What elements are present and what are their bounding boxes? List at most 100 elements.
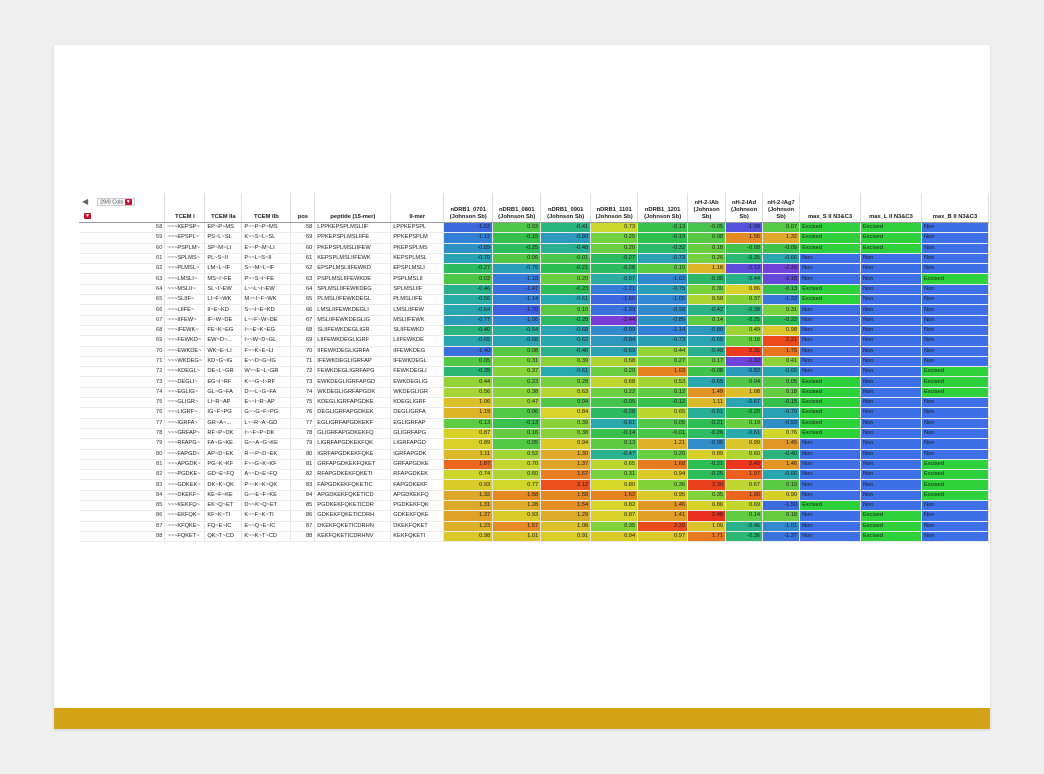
column-header[interactable]: max_S II N3&C3 — [799, 193, 861, 223]
table-row[interactable]: 71 ~~~WKDEG~ KD~G~IG E~~D~G~IG 71 IFEWKDEGLIG… — [79, 356, 990, 368]
table-row[interactable]: 78 ~~~GRFAP~ RF~P~DK I~~F~P~DK 78 GLIGRFAPGDK… — [79, 428, 990, 440]
column-header[interactable]: max_L II N3&C3 — [860, 193, 922, 223]
column-header[interactable]: nDRB1_0701 (Johnson Sb) — [443, 193, 494, 223]
data-table: TCEM I TCEM IIa TCEM IIb pos peptide (15-mer… — [79, 193, 990, 543]
text-cell: SL~I~EW — [204, 284, 243, 296]
table-row[interactable]: 58 ~~~KEPSP~ EP~P~MS P~~P~P~MS 58 LPPKEPSPLMS… — [79, 222, 990, 234]
table-row[interactable]: 83 ~~~GDKEK~ DK~K~QK P~~K~K~QK 83 FAPGDKEKFQK… — [79, 479, 990, 491]
table-row[interactable]: 88 ~~~FQKET~ QK~T~CD K~~K~T~CD 88 KEKFQKETICD… — [79, 531, 990, 543]
table-row[interactable]: 67 ~~~IIFEW~ IF~W~DE L~~F~W~DE 67 MSLIIFEWKDE… — [79, 315, 990, 326]
table-row[interactable]: 64 ~~~MSLII~ SL~I~EW L~~L~I~EW 64 SPLMSLIIFEW… — [79, 284, 990, 296]
text-cell: GLIGRFAPGDKEKFQ — [314, 428, 392, 440]
table-row[interactable]: 85 ~~~KEKFQ~ EK~Q~ET D~~K~Q~ET 85 PGDKEKFQKET… — [79, 500, 990, 512]
text-cell: EWKDEGLIGRFAPGD — [314, 376, 392, 388]
table-row[interactable]: 80 ~~~FAPGD~ AP~D~EK R~~P~D~EK 80 IGRFAPGDKEK… — [79, 449, 990, 460]
column-header[interactable]: nDRB1_0801 (Johnson Sb) — [492, 193, 542, 223]
column-header[interactable]: nDRB1_0901 (Johnson Sb) — [540, 193, 592, 223]
score-cell: -0.14 — [590, 428, 639, 440]
score-cell: -0.15 — [492, 232, 542, 244]
text-cell: GLIGRFAPG — [390, 428, 445, 440]
score-cell: -1.32 — [762, 294, 801, 306]
table-row[interactable]: 68 ~~~IFEWK~ FE~K~EG I~~E~K~EG 68 SLIIFEWKDEG… — [79, 325, 990, 337]
column-header[interactable]: TCEM IIb — [241, 193, 292, 223]
category-cell: Non — [799, 479, 861, 491]
column-header[interactable]: nH-2-IAg7 (Johnson Sb) — [762, 193, 801, 223]
pos-cell: 58 — [290, 222, 316, 234]
score-cell: 1.75 — [762, 346, 801, 357]
column-header[interactable]: peptide (15-mer) — [314, 193, 392, 223]
table-row[interactable]: 87 ~~~KFQKE~ FQ~E~IC E~~Q~E~IC 87 DKEKFQKETIC… — [79, 521, 990, 532]
table-row[interactable]: 73 ~~~DEGLI~ EG~I~RF K~~G~I~RF 73 EWKDEGLIGRF… — [79, 376, 990, 388]
row-index: 68 — [79, 325, 166, 337]
table-row[interactable]: 76 ~~~LIGRF~ IG~F~PG G~~G~F~PG 76 DEGLIGRFAPG… — [79, 407, 990, 419]
text-cell: KDEGLIGRF — [390, 397, 445, 409]
category-cell: Non — [860, 459, 922, 471]
table-row[interactable]: 69 ~~~FEWKD~ EW~D~... I~~W~D~GL 69 LIIFEWKDEG… — [79, 335, 990, 347]
score-cell: 0.63 — [540, 387, 592, 399]
score-cell: 1.31 — [443, 500, 494, 512]
score-cell: -0.12 — [637, 397, 689, 409]
column-header[interactable]: pos — [290, 193, 316, 223]
table-row[interactable]: 82 ~~~PGDKE~ GD~E~FQ A~~D~E~FQ 82 RFAPGDKEKFQ… — [79, 469, 990, 481]
text-cell: SPLMSLIIF — [390, 284, 445, 296]
score-cell: 1.08 — [540, 521, 592, 532]
score-cell: -0.69 — [590, 346, 639, 357]
table-row[interactable]: 77 ~~~IGRFA~ GR~A~... L~~R~A~GD 77 EGLIGRFAPG… — [79, 418, 990, 429]
score-cell: -0.73 — [637, 253, 689, 265]
table-row[interactable]: 61 ~~~SPLMS~ PL~S~II P~~L~S~II 61 KEPSPLMSLII… — [79, 253, 990, 265]
column-header[interactable]: 9-mer — [390, 193, 445, 223]
score-cell: -0.48 — [687, 346, 727, 357]
score-cell: 0.38 — [540, 428, 592, 440]
score-cell: 0.10 — [637, 263, 689, 275]
score-cell: 1.46 — [762, 459, 801, 471]
category-cell: Non — [921, 263, 990, 275]
score-cell: -0.27 — [443, 263, 494, 275]
column-header[interactable]: nDRB1_1201 (Johnson Sb) — [637, 193, 689, 223]
text-cell: ~~~KEPSP~ — [164, 222, 206, 234]
table-row[interactable]: 62 ~~~PLMSL~ LM~L~IF S~~M~L~IF 62 EPSPLMSLIIF… — [79, 263, 990, 275]
table-row[interactable]: 70 ~~~EWKDE~ WK~E~LI F~~K~E~LI 70 IIFEWKDEGLI… — [79, 346, 990, 357]
column-header[interactable]: TCEM I — [164, 193, 206, 223]
column-header[interactable]: TCEM IIa — [204, 193, 243, 223]
text-cell: LIIFEWKDEGLIGRF — [314, 335, 392, 347]
score-cell: 1.46 — [637, 500, 689, 512]
column-header[interactable]: max_B II N3&C3 — [921, 193, 990, 223]
column-header[interactable]: nH-2-IAb (Johnson Sb) — [687, 193, 727, 223]
text-cell: ~~~RFAPG~ — [164, 438, 206, 450]
score-cell: -1.02 — [637, 273, 689, 285]
text-cell: E~~I~R~AP — [241, 397, 292, 409]
table-row[interactable]: 86 ~~~EKFQK~ KF~K~TI K~~F~K~TI 86 GDKEKFQKETI… — [79, 510, 990, 522]
table-row[interactable]: 60 ~~~PSPLM~ SP~M~LI E~~P~M~LI 60 PKEPSPLMSLI… — [79, 243, 990, 254]
category-cell: Excised — [860, 510, 922, 522]
score-cell: 0.07 — [762, 222, 801, 234]
score-cell: 0.35 — [687, 490, 727, 502]
category-cell: Excised — [799, 418, 861, 429]
column-header[interactable] — [79, 193, 166, 223]
table-row[interactable]: 84 ~~~DKEKF~ KE~F~KE G~~E~F~KE 84 APGDKEKFQKE… — [79, 490, 990, 502]
table-row[interactable]: 65 ~~~SLIIF~ LI~F~WK M~~I~F~WK 65 PLMSLIIFEWK… — [79, 294, 990, 306]
row-index: 67 — [79, 315, 166, 326]
text-cell: APGDKEKFQ — [390, 490, 445, 502]
table-row[interactable]: 81 ~~~APGDK~ PG~K~KF F~~G~K~KF 81 GRFAPGDKEKF… — [79, 459, 990, 471]
table-row[interactable]: 74 ~~~EGLIG~ GL~G~FA D~~L~G~FA 74 WKDEGLIGRFA… — [79, 387, 990, 399]
table-row[interactable]: 75 ~~~GLIGR~ LI~R~AP E~~I~R~AP 75 KDEGLIGRFAP… — [79, 397, 990, 409]
table-row[interactable]: 59 ~~~EPSPL~ PS~L~SL K~~S~L~SL 59 PPKEPSPLMSL… — [79, 232, 990, 244]
text-cell: RFAPGDKEK — [390, 469, 445, 481]
score-cell: 0.10 — [540, 304, 592, 316]
score-cell: 0.91 — [540, 531, 592, 543]
column-header[interactable]: nDRB1_1101 (Johnson Sb) — [590, 193, 639, 223]
column-header[interactable]: nH-2-IAd (Johnson Sb) — [725, 193, 764, 223]
category-cell: Non — [860, 346, 922, 357]
text-cell: EP~P~MS — [204, 222, 243, 234]
category-cell: Non — [921, 284, 990, 296]
score-cell: -0.46 — [725, 521, 764, 532]
score-cell: 1.49 — [687, 387, 727, 399]
table-row[interactable]: 66 ~~~LIIFE~ II~E~KD S~~I~E~KD 66 LMSLIIFEWKD… — [79, 304, 990, 316]
score-cell: 0.80 — [590, 479, 639, 491]
text-cell: ~~~WKDEG~ — [164, 356, 206, 368]
text-cell: FQ~E~IC — [204, 521, 243, 532]
table-row[interactable]: 72 ~~~KDEGL~ DE~L~GR W~~E~L~GR 72 FEWKDEGLIGR… — [79, 366, 990, 378]
table-row[interactable]: 79 ~~~RFAPG~ FA~G~KE G~~A~G~KE 79 LIGRFAPGDKE… — [79, 438, 990, 450]
text-cell: I~~F~P~DK — [241, 428, 292, 440]
table-row[interactable]: 63 ~~~LMSLI~ MS~I~FE P~~S~I~FE 63 PSPLMSLIIFE… — [79, 273, 990, 285]
